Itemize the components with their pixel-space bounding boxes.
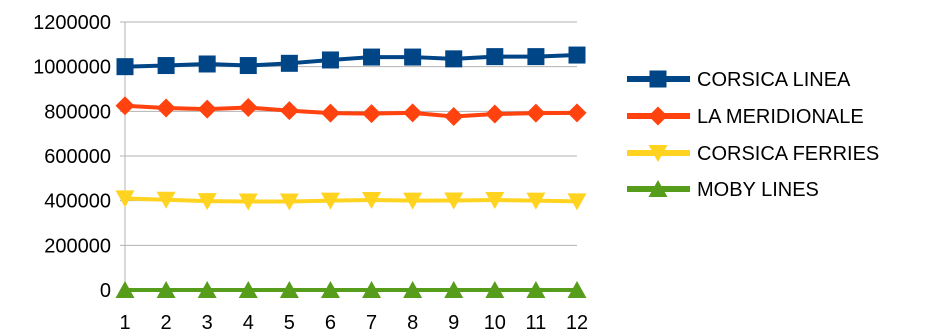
data-point-moby-lines: [362, 281, 382, 298]
data-point-corsica-ferries: [444, 192, 464, 210]
x-tick-label: 1: [119, 312, 130, 329]
data-point-la-meridionale: [485, 104, 505, 124]
series-la-meridionale: [115, 96, 587, 126]
data-point-corsica-ferries: [567, 193, 587, 211]
data-point-la-meridionale: [197, 99, 217, 119]
data-point-la-meridionale: [526, 103, 546, 123]
series-line-corsica-ferries: [124, 196, 578, 204]
data-point-la-meridionale: [320, 103, 340, 123]
data-point-moby-lines: [567, 281, 587, 298]
data-point-corsica-linea: [198, 55, 216, 73]
data-point-corsica-ferries: [238, 193, 258, 211]
x-tick-label: 6: [325, 312, 336, 329]
y-tick-label: 0: [100, 280, 111, 302]
data-point-moby-lines: [279, 281, 299, 298]
data-point-corsica-linea: [568, 46, 586, 64]
legend-item-moby-lines: MOBY LINES: [627, 179, 819, 201]
x-tick-label: 9: [448, 312, 459, 329]
data-point-la-meridionale: [156, 98, 176, 118]
data-point-moby-lines: [485, 281, 505, 298]
data-point-corsica-linea: [527, 48, 545, 66]
series-group: [115, 46, 587, 298]
legend: CORSICA LINEA LA MERIDIONALE CORSICA FERRI…: [627, 69, 879, 201]
data-point-corsica-ferries: [403, 192, 423, 210]
gridlines: [120, 21, 577, 291]
data-point-corsica-ferries: [526, 192, 546, 210]
x-tick-label: 7: [366, 312, 377, 329]
x-tick-label: 5: [284, 312, 295, 329]
data-point-moby-lines: [526, 281, 546, 298]
y-tick-label: 200000: [44, 235, 111, 257]
data-point-corsica-linea: [404, 48, 422, 66]
data-point-corsica-ferries: [115, 190, 135, 208]
x-axis: 1 2 3 4 5 6 7 8 9 10 11 12: [119, 290, 588, 329]
data-point-moby-lines: [156, 281, 176, 298]
x-tick-label: 4: [243, 312, 254, 329]
legend-item-corsica-ferries: CORSICA FERRIES: [627, 143, 879, 165]
legend-label: CORSICA LINEA: [697, 69, 851, 91]
legend-item-la-meridionale: LA MERIDIONALE: [627, 106, 864, 128]
data-point-corsica-ferries: [197, 193, 217, 211]
data-point-corsica-linea: [445, 50, 463, 68]
data-point-corsica-linea: [239, 57, 257, 75]
legend-marker-icon: [648, 106, 668, 126]
data-point-moby-lines: [197, 281, 217, 298]
data-point-corsica-ferries: [362, 191, 382, 209]
data-point-corsica-ferries: [485, 191, 505, 209]
series-moby-lines: [115, 281, 587, 298]
data-point-corsica-linea: [157, 57, 175, 75]
y-tick-label: 400000: [44, 191, 111, 213]
series-corsica-ferries: [115, 190, 587, 211]
legend-marker-icon: [648, 145, 668, 162]
data-point-corsica-ferries: [156, 191, 176, 209]
legend-marker-icon: [649, 70, 667, 88]
x-tick-label: 8: [407, 312, 418, 329]
data-point-la-meridionale: [279, 101, 299, 121]
data-point-corsica-linea: [363, 48, 381, 66]
x-tick-label: 2: [161, 312, 172, 329]
data-point-la-meridionale: [115, 96, 135, 116]
x-tick-label: 10: [484, 312, 506, 329]
data-point-la-meridionale: [362, 104, 382, 124]
data-point-corsica-linea: [280, 54, 298, 72]
y-tick-label: 600000: [44, 146, 111, 168]
y-tick-label: 1200000: [33, 12, 111, 34]
data-point-moby-lines: [320, 281, 340, 298]
x-tick-label: 12: [566, 312, 588, 329]
data-point-corsica-ferries: [320, 192, 340, 210]
y-axis: 0 200000 400000 600000 800000 1000000 1200000: [33, 12, 126, 302]
data-point-moby-lines: [115, 281, 135, 298]
data-point-moby-lines: [444, 281, 464, 298]
data-point-corsica-ferries: [279, 193, 299, 211]
data-point-la-meridionale: [238, 98, 258, 118]
data-point-moby-lines: [238, 281, 258, 298]
y-tick-label: 1000000: [33, 57, 111, 79]
legend-label: MOBY LINES: [697, 179, 819, 201]
data-point-la-meridionale: [444, 106, 464, 126]
legend-label: CORSICA FERRIES: [697, 143, 879, 165]
series-corsica-linea: [116, 46, 586, 76]
legend-marker-icon: [648, 180, 668, 197]
x-tick-label: 3: [202, 312, 213, 329]
series-line-corsica-linea: [124, 53, 578, 69]
legend-label: LA MERIDIONALE: [697, 106, 864, 128]
data-point-moby-lines: [403, 281, 423, 298]
x-tick-label: 11: [526, 312, 547, 329]
data-point-corsica-linea: [486, 48, 504, 66]
legend-item-corsica-linea: CORSICA LINEA: [627, 69, 851, 91]
data-point-la-meridionale: [567, 103, 587, 123]
data-point-corsica-linea: [321, 51, 339, 69]
y-tick-label: 800000: [44, 101, 111, 123]
data-point-la-meridionale: [403, 103, 423, 123]
data-point-corsica-linea: [116, 58, 134, 76]
